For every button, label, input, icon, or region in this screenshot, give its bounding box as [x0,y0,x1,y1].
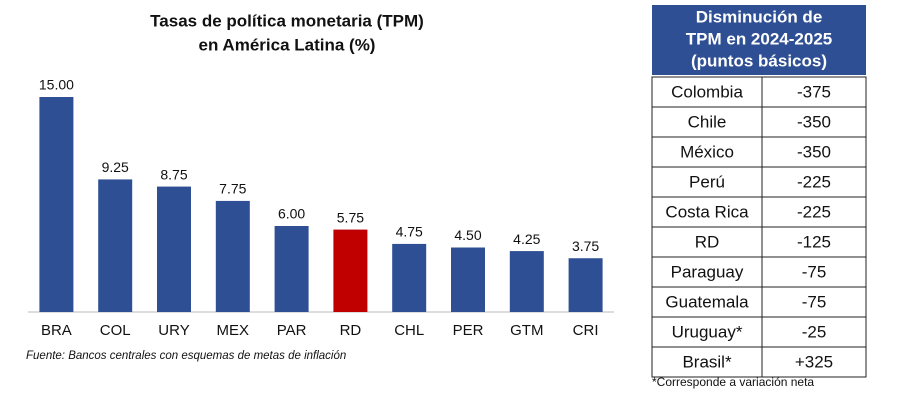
country-cell: RD [695,232,720,251]
chart-title: en América Latina (%) [199,35,376,54]
table-header: (puntos básicos) [691,51,827,70]
value-cell: -75 [802,262,827,281]
country-cell: Chile [688,112,727,131]
bar [215,200,250,312]
bar [451,247,485,312]
table-header: Disminución de [696,7,823,26]
value-cell: +325 [795,352,833,371]
value-label: 8.75 [160,166,187,182]
country-cell: Costa Rica [665,202,749,221]
x-tick-label: MEX [217,322,250,339]
value-cell: -225 [797,202,831,221]
country-cell: Brasil* [682,352,732,371]
value-cell: -125 [797,232,831,251]
bar [157,186,191,312]
x-tick-label: URY [158,322,189,339]
x-tick-label: CHL [394,322,424,339]
value-label: 5.75 [337,209,364,225]
x-tick-label: COL [100,322,131,339]
value-label: 6.00 [278,206,305,222]
x-tick-label: CRI [573,322,599,339]
country-cell: Perú [689,172,725,191]
value-cell: -350 [797,142,831,161]
value-cell: -25 [802,322,827,341]
bar [509,251,544,312]
bar [333,229,368,312]
value-label: 15.00 [39,77,74,93]
x-tick-label: BRA [41,322,72,339]
country-cell: Colombia [671,82,743,101]
bar [39,97,74,312]
value-label: 4.25 [513,231,540,247]
x-tick-label: PER [453,322,484,339]
value-label: 3.75 [572,238,599,254]
value-label: 7.75 [219,181,246,197]
table-row [651,346,867,378]
x-tick-label: RD [340,322,362,339]
country-cell: Paraguay [671,262,744,281]
value-cell: -75 [802,292,827,311]
value-cell: -375 [797,82,831,101]
x-tick-label: GTM [510,322,543,339]
value-label: 4.50 [454,227,481,243]
source-note: Fuente: Bancos centrales con esquemas de… [26,350,346,362]
bar [98,179,133,312]
value-label: 9.25 [102,159,129,175]
country-cell: Uruguay* [672,322,743,341]
bar [568,258,603,312]
country-cell: Guatemala [665,292,749,311]
table-footnote: *Corresponde a variación neta [652,375,814,389]
bar [274,226,309,312]
x-tick-label: PAR [277,322,307,339]
value-cell: -225 [797,172,831,191]
table-header: TPM en 2024-2025 [686,29,832,48]
bar [392,243,427,312]
value-label: 4.75 [396,224,423,240]
value-cell: -350 [797,112,831,131]
country-cell: México [680,142,734,161]
chart-title: Tasas de política monetaria (TPM) [150,11,424,30]
table-header-bg [652,5,866,75]
